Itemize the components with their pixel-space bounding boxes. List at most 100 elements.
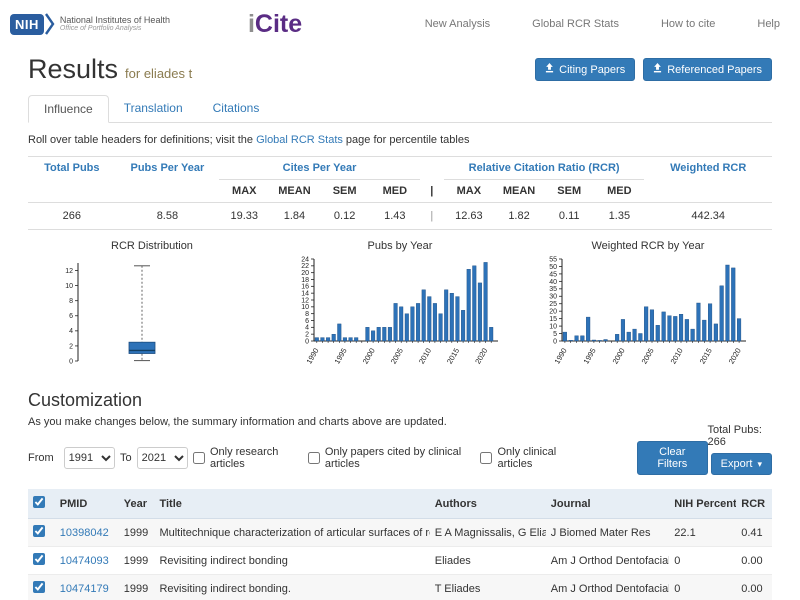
row-checkbox-cell[interactable] (28, 519, 55, 547)
col-header-pmid[interactable]: PMID (55, 489, 119, 519)
rcr-mean-header: MEAN (494, 180, 544, 203)
checkbox[interactable] (480, 452, 492, 464)
cites-sem-value: 0.12 (320, 203, 370, 230)
year-cell: 1999 (119, 547, 155, 575)
col-header-journal[interactable]: Journal (546, 489, 670, 519)
only-clinical-articles-checkbox[interactable]: Only clinical articles (480, 446, 577, 470)
svg-text:2015: 2015 (698, 347, 714, 366)
row-checkbox-cell[interactable] (28, 575, 55, 600)
row-checkbox-cell[interactable] (28, 547, 55, 575)
filter-row: From 1991 To 2021 Only research articles… (28, 440, 772, 475)
row-checkbox[interactable] (33, 553, 45, 565)
weighted-rcr-chart: Weighted RCR by Year 0510152025303540455… (524, 240, 772, 380)
icite-logo-cite: Cite (255, 10, 302, 38)
clear-filters-button[interactable]: Clear Filters (637, 441, 707, 475)
nih-chevron-icon (45, 13, 55, 35)
svg-text:6: 6 (305, 318, 309, 325)
tab-citations[interactable]: Citations (198, 95, 275, 122)
nih-logo-mark: NIH (10, 14, 44, 35)
nav-help[interactable]: Help (757, 18, 780, 30)
from-year-select[interactable]: 1991 (64, 447, 115, 469)
table-row: 104740931999Revisiting indirect bondingE… (28, 547, 772, 575)
svg-text:1990: 1990 (304, 347, 320, 366)
citing-papers-button[interactable]: Citing Papers (535, 58, 635, 81)
select-all-cell[interactable] (28, 489, 55, 519)
nih-logo[interactable]: NIH National Institutes of Health Office… (10, 13, 170, 35)
summary-header-weighted-rcr[interactable]: Weighted RCR (644, 157, 772, 180)
nav-new-analysis[interactable]: New Analysis (425, 18, 490, 30)
pmid-link[interactable]: 10398042 (60, 527, 109, 539)
cites-med-header: MED (370, 180, 420, 203)
rcr-mean-value: 1.82 (494, 203, 544, 230)
svg-text:2010: 2010 (417, 347, 433, 366)
cites-mean-header: MEAN (269, 180, 319, 203)
svg-text:2000: 2000 (611, 347, 627, 366)
svg-text:20: 20 (549, 309, 557, 316)
from-label: From (28, 452, 54, 464)
svg-text:40: 40 (549, 279, 557, 286)
rcr-distribution-chart: RCR Distribution 024681012 (28, 240, 276, 380)
svg-text:24: 24 (301, 256, 309, 263)
col-header-year[interactable]: Year (119, 489, 155, 519)
svg-text:35: 35 (549, 286, 557, 293)
icite-logo[interactable]: iCite (248, 10, 302, 39)
row-checkbox[interactable] (33, 581, 45, 593)
col-header-rcr[interactable]: RCR (736, 489, 772, 519)
customization-description: As you make changes below, the summary i… (28, 416, 772, 428)
pmid-link[interactable]: 10474093 (60, 555, 109, 567)
summary-header-rcr[interactable]: Relative Citation Ratio (RCR) (444, 157, 645, 180)
svg-text:2005: 2005 (389, 347, 405, 366)
definitions-note: Roll over table headers for definitions;… (28, 134, 772, 146)
authors-cell: T Eliades (430, 575, 546, 600)
global-rcr-stats-link[interactable]: Global RCR Stats (256, 134, 343, 146)
pmid-link[interactable]: 10474179 (60, 583, 109, 595)
svg-text:10: 10 (549, 324, 557, 331)
note-prefix: Roll over table headers for definitions;… (28, 134, 256, 146)
svg-text:14: 14 (301, 291, 309, 298)
app-header: NIH National Institutes of Health Office… (0, 0, 800, 46)
tab-translation[interactable]: Translation (109, 95, 198, 122)
summary-header-cites-per-year[interactable]: Cites Per Year (219, 157, 420, 180)
row-checkbox[interactable] (33, 525, 45, 537)
authors-cell: Eliades (430, 547, 546, 575)
separator: | (420, 203, 444, 230)
svg-text:15: 15 (549, 316, 557, 323)
svg-text:2020: 2020 (473, 347, 489, 366)
select-all-checkbox[interactable] (33, 496, 45, 508)
svg-text:2: 2 (305, 332, 309, 339)
export-label: Export (721, 458, 753, 470)
referenced-papers-label: Referenced Papers (667, 64, 762, 76)
summary-header-pubs-per-year[interactable]: Pubs Per Year (116, 157, 220, 180)
col-header-title[interactable]: Title (154, 489, 429, 519)
svg-text:2015: 2015 (445, 347, 461, 366)
summary-table: Total Pubs Pubs Per Year Cites Per Year … (28, 156, 772, 230)
svg-text:55: 55 (549, 256, 557, 263)
citing-papers-label: Citing Papers (559, 64, 625, 76)
to-year-select[interactable]: 2021 (137, 447, 188, 469)
checkbox-label: Only research articles (210, 446, 298, 470)
export-arrow-icon (545, 63, 554, 76)
chart-title: RCR Distribution (111, 240, 193, 252)
export-button[interactable]: Export ▾ (711, 453, 772, 475)
col-header-authors[interactable]: Authors (430, 489, 546, 519)
cites-med-value: 1.43 (370, 203, 420, 230)
referenced-papers-button[interactable]: Referenced Papers (643, 58, 772, 81)
svg-text:4: 4 (305, 325, 309, 332)
svg-text:45: 45 (549, 271, 557, 278)
nav-global-rcr-stats[interactable]: Global RCR Stats (532, 18, 619, 30)
only-cited-by-clinical-checkbox[interactable]: Only papers cited by clinical articles (308, 446, 471, 470)
checkbox[interactable] (308, 452, 320, 464)
summary-header-total-pubs[interactable]: Total Pubs (28, 157, 116, 180)
to-label: To (120, 452, 132, 464)
col-header-nih-percentile[interactable]: NIH Percentile (669, 489, 736, 519)
svg-text:1990: 1990 (552, 347, 568, 366)
pubs-by-year-plot: 0246810121416182022241990199520002005201… (278, 253, 522, 380)
tab-influence[interactable]: Influence (28, 95, 109, 123)
nav-how-to-cite[interactable]: How to cite (661, 18, 715, 30)
svg-text:1995: 1995 (332, 347, 348, 366)
checkbox[interactable] (193, 452, 205, 464)
pmid-cell: 10474179 (55, 575, 119, 600)
charts-section: RCR Distribution 024681012 Pubs by Year … (28, 240, 772, 380)
total-pubs-count: Total Pubs: 266 (708, 424, 773, 448)
only-research-articles-checkbox[interactable]: Only research articles (193, 446, 298, 470)
